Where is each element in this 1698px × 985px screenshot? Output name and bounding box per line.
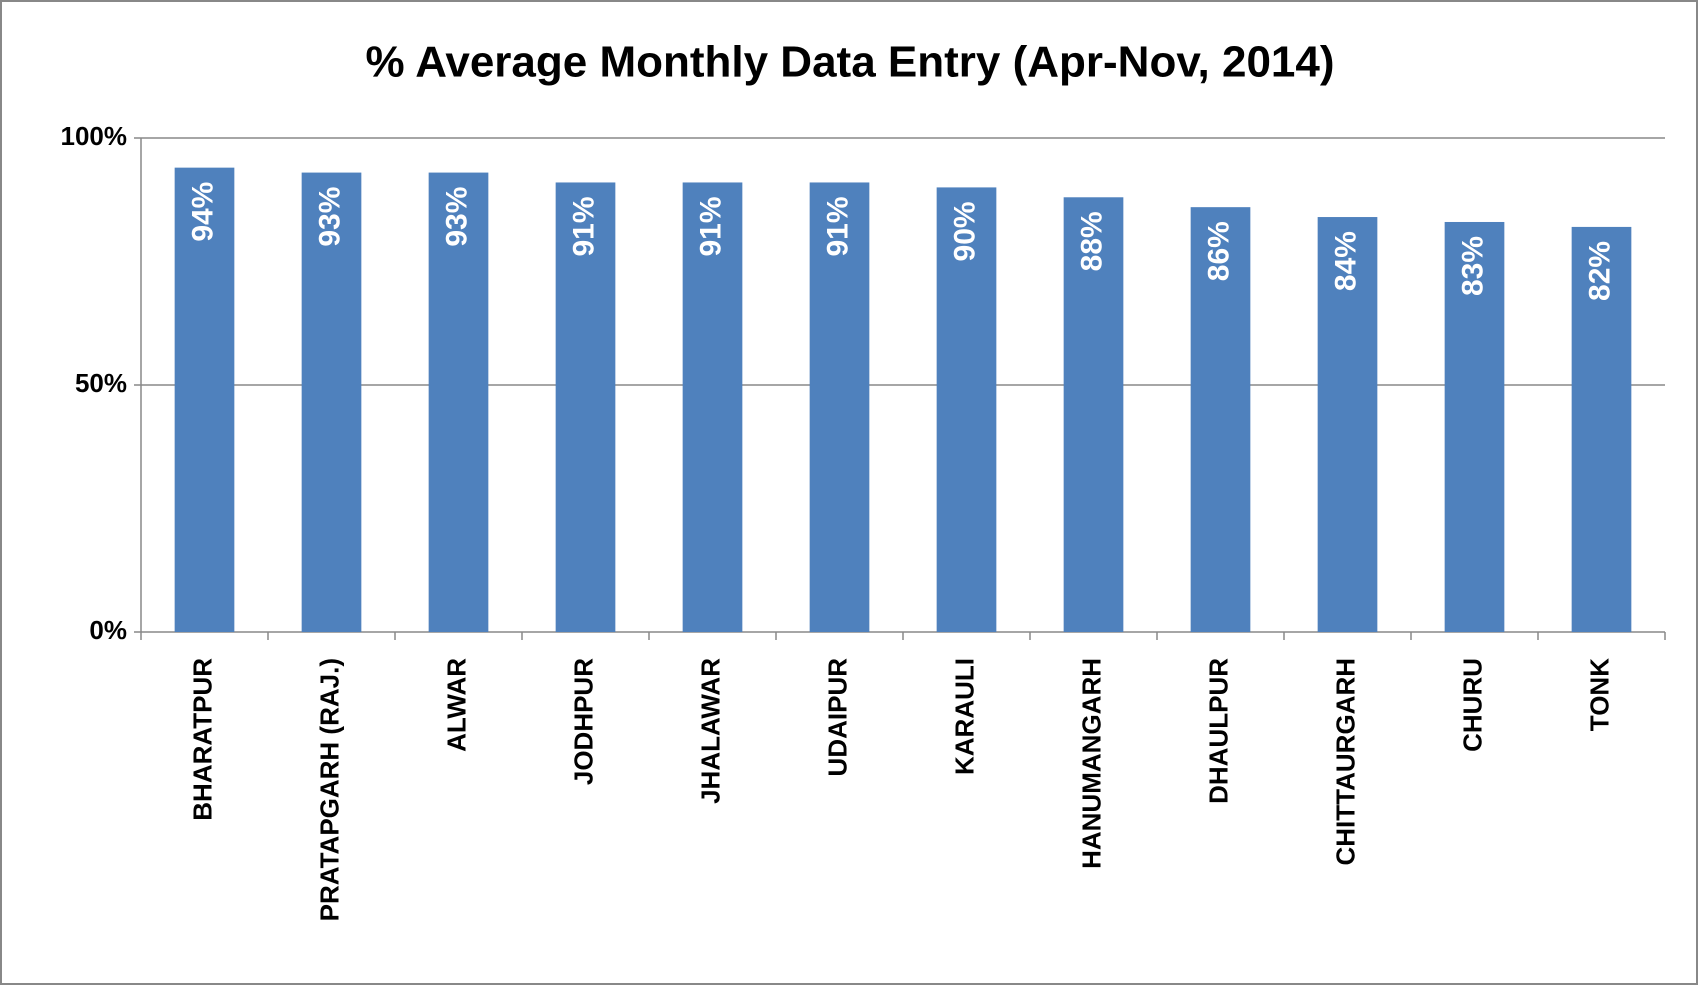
x-tick-label: BHARATPUR (187, 658, 217, 821)
x-tick-label: DHAULPUR (1203, 658, 1233, 804)
value-label: 93% (440, 187, 473, 247)
value-label: 83% (1456, 236, 1489, 296)
x-tick-label: CHITTAURGARH (1330, 658, 1360, 866)
y-tick-label: 50% (75, 368, 127, 398)
x-tick-label: JODHPUR (568, 658, 598, 785)
bar (936, 187, 997, 632)
value-label: 91% (821, 196, 854, 256)
x-tick-label: TONK (1584, 658, 1614, 731)
bar (428, 172, 489, 632)
value-label: 93% (313, 187, 346, 247)
chart-title: % Average Monthly Data Entry (Apr-Nov, 2… (365, 38, 1334, 87)
bar (301, 172, 362, 632)
value-label: 91% (567, 196, 600, 256)
x-tick-label: JHALAWAR (695, 658, 725, 804)
value-label: 94% (186, 182, 219, 242)
y-tick-label: 0% (89, 615, 127, 645)
value-label: 91% (694, 196, 727, 256)
value-label: 90% (948, 201, 981, 261)
bar (1444, 221, 1505, 633)
x-tick-label: UDAIPUR (822, 658, 852, 777)
bar (1190, 207, 1251, 632)
bar (174, 167, 235, 632)
x-tick-label: CHURU (1457, 658, 1487, 752)
value-label: 82% (1583, 241, 1616, 301)
x-tick-label: HANUMANGARH (1076, 658, 1106, 869)
bar (555, 182, 616, 632)
value-label: 86% (1202, 221, 1235, 281)
value-label: 84% (1329, 231, 1362, 291)
bar (1317, 217, 1378, 633)
x-tick-label: KARAULI (949, 658, 979, 775)
x-tick-label: ALWAR (441, 658, 471, 752)
bar (682, 182, 743, 632)
bar (809, 182, 870, 632)
bar (1571, 226, 1632, 633)
y-tick-label: 100% (61, 121, 128, 151)
value-label: 88% (1075, 211, 1108, 271)
bar (1063, 197, 1124, 632)
x-tick-label: PRATAPGARH (RAJ.) (314, 658, 344, 921)
